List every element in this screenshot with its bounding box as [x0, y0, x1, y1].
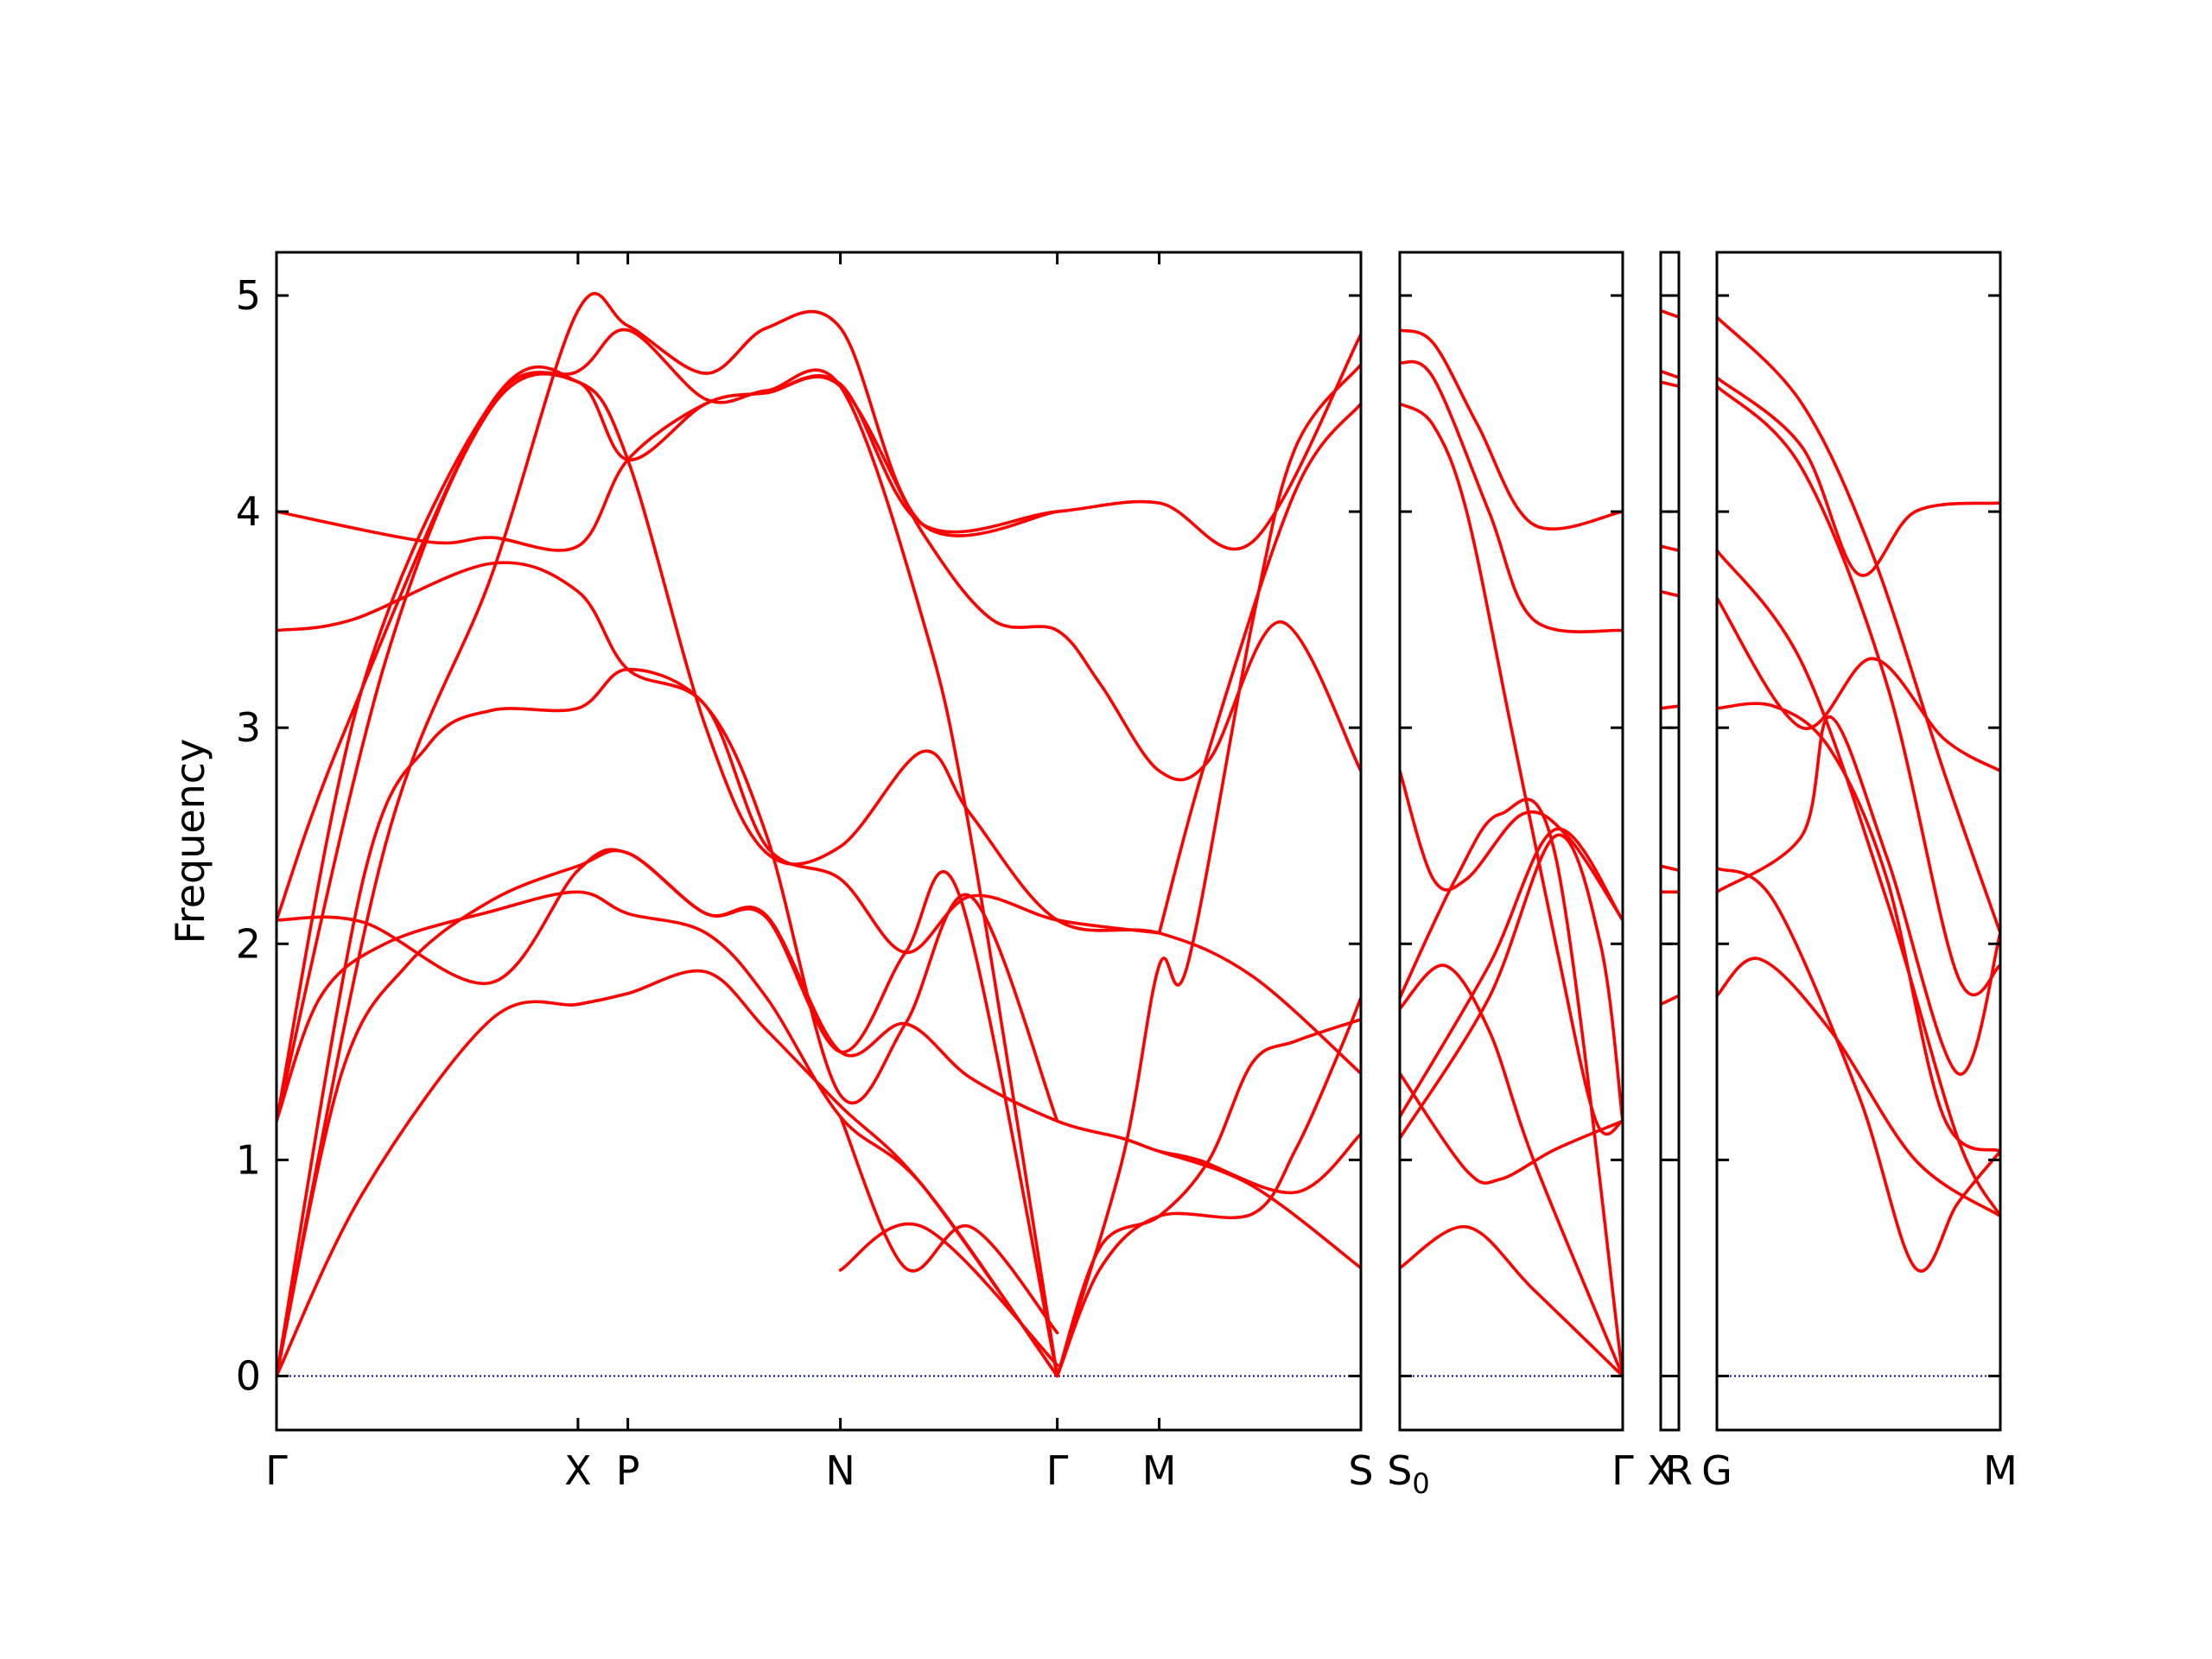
x-tick-label: Γ	[265, 1447, 288, 1494]
band-branch-14	[1055, 1018, 1361, 1378]
x-tick-label: M	[1983, 1447, 2018, 1494]
band-branch-9	[1400, 827, 1623, 1119]
band-branch-8	[1717, 715, 2000, 1076]
x-tick-label: M	[1142, 1447, 1177, 1494]
band-branch-6	[1717, 702, 2000, 1154]
band-branch-2	[276, 849, 1361, 1378]
panel-frame	[275, 251, 1363, 1432]
band-branch-10	[276, 333, 1361, 552]
band-branch-3	[1661, 380, 1679, 388]
band-branch-16	[838, 1115, 1059, 1335]
branches-panel-4	[1717, 315, 2000, 1273]
branches-panel-1	[276, 292, 1361, 1378]
band-branch-4	[1717, 549, 2000, 1218]
y-tick-label: 3	[236, 704, 261, 751]
y-tick-label: 2	[236, 920, 261, 967]
panel-frame	[1398, 251, 1624, 1432]
x-tick-label: Γ	[1046, 1447, 1069, 1494]
band-branch-5	[1661, 589, 1679, 598]
band-branch-17	[838, 1222, 1059, 1367]
band-branch-1	[276, 969, 1059, 1378]
band-branch-2	[1717, 376, 2000, 577]
band-branch-5	[276, 372, 1361, 1123]
branches-panel-2	[1400, 328, 1623, 1378]
band-branch-5	[1400, 798, 1623, 1378]
branches-panel-3	[1661, 308, 1679, 1007]
band-branch-6	[1661, 704, 1679, 710]
band-branch-15	[1157, 402, 1361, 935]
band-branch-5	[1717, 596, 2000, 772]
band-branch-1	[1661, 308, 1679, 319]
band-branch-6	[276, 327, 1059, 1378]
x-tick-label: P	[616, 1447, 640, 1494]
band-branch-2	[1661, 369, 1679, 379]
band-branch-2	[1400, 359, 1623, 633]
band-branch-7	[1717, 867, 2000, 1273]
y-axis-label: Frequency	[167, 739, 213, 944]
x-tick-label: X	[1647, 1447, 1675, 1494]
y-tick-label: 4	[236, 488, 261, 535]
panel-2: S0 Γ	[1387, 251, 1634, 1500]
panel-3: XR	[1647, 251, 1693, 1494]
x-tick-label-subscript: 0	[1412, 1467, 1429, 1500]
panel-frame	[1659, 251, 1681, 1432]
x-tick-label: R	[1665, 1447, 1693, 1494]
panel-frame	[1715, 251, 2002, 1432]
band-branch-1	[1400, 328, 1623, 531]
band-branch-1	[1717, 315, 2000, 935]
y-tick-label: 0	[236, 1352, 261, 1399]
band-branch-3	[1400, 402, 1623, 1136]
x-tick-label: X	[564, 1447, 592, 1494]
band-branch-12	[1055, 996, 1361, 1378]
band-branch-10	[1400, 1225, 1623, 1378]
band-branch-11	[276, 292, 1059, 1378]
x-tick-label: N	[825, 1447, 855, 1494]
y-tick-label: 1	[236, 1136, 261, 1183]
band-branch-3	[276, 667, 1059, 1378]
band-branch-9	[1661, 994, 1679, 1007]
x-tick-label: Γ	[1611, 1447, 1634, 1494]
x-tick-label: G	[1701, 1447, 1732, 1494]
band-branch-8	[1400, 1071, 1623, 1185]
band-branch-9	[276, 561, 1161, 955]
y-tick-label: 5	[236, 272, 261, 319]
x-tick-label: S0	[1387, 1447, 1430, 1500]
band-branch-18	[1157, 1149, 1361, 1270]
band-branch-4	[276, 890, 1059, 1378]
band-branch-4	[1661, 544, 1679, 552]
band-branch-13	[1055, 363, 1361, 1378]
band-branch-4	[1400, 769, 1623, 922]
x-tick-label: S	[1348, 1447, 1373, 1494]
band-branch-6	[1400, 963, 1623, 1378]
band-branch-8	[276, 848, 1059, 1378]
band-branch-9	[1717, 957, 2000, 1218]
x-tick-label-main: S	[1387, 1447, 1412, 1494]
band-branch-3	[1717, 385, 2000, 996]
band-branch-7	[1400, 833, 1623, 1141]
band-branch-7	[1661, 864, 1679, 873]
